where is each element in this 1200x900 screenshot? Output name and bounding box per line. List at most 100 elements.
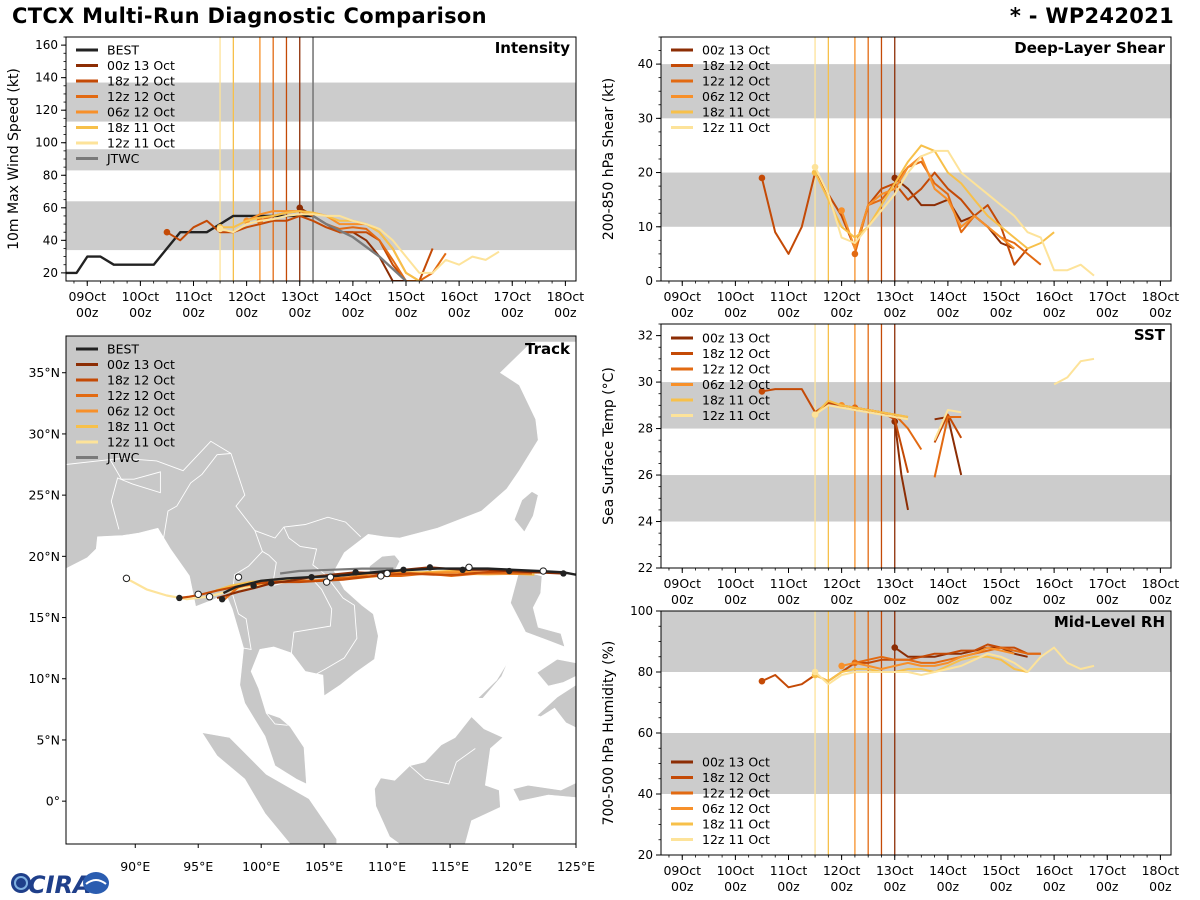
x-tick-label-hour: 00z — [1096, 879, 1119, 894]
legend-label: 18z 12 Oct — [702, 346, 770, 361]
legend-label: 12z 12 Oct — [107, 388, 175, 403]
panel-title: Intensity — [495, 39, 571, 57]
track-marker-open — [234, 573, 243, 581]
y-tick-label: 100 — [630, 604, 653, 618]
country-border — [66, 440, 232, 472]
init-point — [838, 207, 845, 214]
x-tick-label-hour: 00z — [1149, 305, 1172, 320]
track-marker-open — [205, 593, 214, 601]
lat-tick-label: 0° — [46, 794, 60, 809]
country-border — [230, 453, 362, 539]
legend-label: 12z 12 Oct — [702, 74, 770, 89]
track-line-best — [222, 567, 576, 595]
lat-tick-label: 25°N — [28, 488, 60, 503]
track-marker-filled — [560, 570, 567, 577]
land-mass — [8, 681, 33, 729]
x-tick-label-day: 17Oct — [1088, 863, 1126, 878]
x-tick-label-day: 15Oct — [387, 289, 425, 304]
series-line-12z-11-oct-b — [933, 409, 962, 441]
series-line-12z-12-oct — [854, 646, 1041, 664]
y-tick-label: 30 — [638, 375, 653, 389]
legend-label: 00z 13 Oct — [702, 755, 770, 770]
track-marker-filled — [218, 595, 226, 603]
legend-label: 12z 11 Oct — [702, 120, 770, 135]
legend-label: 18z 11 Oct — [702, 817, 770, 832]
x-tick-label-hour: 00z — [724, 592, 747, 607]
y-tick-label: 0 — [645, 274, 653, 288]
x-tick-label-day: 12Oct — [823, 863, 861, 878]
track-map-panel: 90°E 95°E 100°E 105°E 110°E 115°E 120°E 125°E 0°… — [8, 335, 595, 874]
lat-tick-label: 30°N — [28, 426, 60, 441]
x-tick-label-day: 12Oct — [823, 576, 861, 591]
x-tick-label-day: 16Oct — [1035, 576, 1073, 591]
init-point — [851, 250, 859, 258]
shaded-band — [661, 382, 1171, 429]
y-tick-label: 60 — [638, 726, 653, 740]
x-tick-label-hour: 00z — [884, 879, 907, 894]
lat-tick-label: 20°N — [28, 549, 60, 564]
legend-label: 18z 11 Oct — [107, 419, 175, 434]
x-tick-label-hour: 00z — [777, 879, 800, 894]
x-tick-label-hour: 00z — [777, 592, 800, 607]
x-tick-label-hour: 00z — [671, 879, 694, 894]
track-marker-filled — [352, 569, 359, 576]
country-border — [265, 712, 288, 726]
x-tick-label-hour: 00z — [1043, 879, 1066, 894]
shear-panel: 01020304009Oct00z10Oct00z11Oct00z12Oct00… — [601, 36, 1179, 320]
series-line-12z-11-oct — [814, 646, 1095, 686]
y-tick-label: 80 — [638, 665, 653, 679]
series-line-18z-11-oct — [814, 399, 909, 418]
legend-label: 00z 13 Oct — [702, 331, 770, 346]
series-line-jtwc — [312, 214, 407, 281]
x-tick-label-hour: 00z — [1043, 305, 1066, 320]
land-mass — [66, 336, 576, 785]
x-tick-label-day: 17Oct — [493, 289, 531, 304]
y-tick-label: 20 — [638, 848, 653, 862]
panel-title: Deep-Layer Shear — [1014, 39, 1165, 57]
x-tick-label-hour: 00z — [830, 879, 853, 894]
x-tick-label-day: 10Oct — [122, 289, 160, 304]
x-tick-label-day: 11Oct — [770, 863, 808, 878]
y-axis-label: 10m Max Wind Speed (kt) — [6, 68, 22, 250]
series-group — [758, 643, 1095, 689]
y-tick-label: 120 — [35, 103, 58, 117]
lat-tick-label: 10°N — [28, 671, 60, 686]
x-tick-label-hour: 00z — [289, 305, 312, 320]
y-tick-label: 160 — [35, 38, 58, 52]
x-tick-label-hour: 00z — [884, 592, 907, 607]
x-tick-label-day: 18Oct — [1142, 863, 1180, 878]
track-marker-filled — [506, 567, 513, 575]
land-mass — [536, 684, 576, 729]
logo-ring-icon — [14, 876, 28, 890]
legend-label: JTWC — [106, 151, 140, 166]
x-tick-label-hour: 00z — [1096, 592, 1119, 607]
panel-title: Track — [525, 340, 571, 358]
x-tick-label-day: 12Oct — [228, 289, 266, 304]
series-group — [66, 204, 500, 281]
legend-label: 06z 12 Oct — [702, 801, 770, 816]
legend-label: 18z 11 Oct — [107, 120, 175, 135]
series-line-18z-12-oct-b — [933, 413, 963, 443]
legend-label: 18z 11 Oct — [702, 393, 770, 408]
x-tick-label-hour: 00z — [990, 879, 1013, 894]
legend-label: JTWC — [106, 450, 140, 465]
x-tick-label-day: 14Oct — [929, 863, 967, 878]
x-tick-label-day: 14Oct — [929, 289, 967, 304]
series-line-00z-13-oct — [893, 421, 909, 511]
x-tick-label-day: 13Oct — [876, 863, 914, 878]
lon-tick-label: 120°E — [494, 859, 532, 874]
x-tick-label-day: 12Oct — [823, 289, 861, 304]
legend-label: BEST — [107, 342, 139, 357]
y-tick-label: 10 — [638, 220, 653, 234]
track-marker-filled — [426, 564, 434, 571]
init-point — [758, 174, 766, 182]
track-marker-open — [322, 578, 331, 586]
track-marker-open — [194, 590, 202, 598]
legend-label: 12z 11 Oct — [702, 408, 770, 423]
x-tick-label-day: 11Oct — [770, 576, 808, 591]
series-line-18z-11-oct — [814, 655, 1028, 683]
logo-text: CIRA — [28, 871, 92, 898]
legend-label: BEST — [107, 43, 139, 58]
y-tick-label: 20 — [638, 166, 653, 180]
init-point — [811, 411, 819, 418]
